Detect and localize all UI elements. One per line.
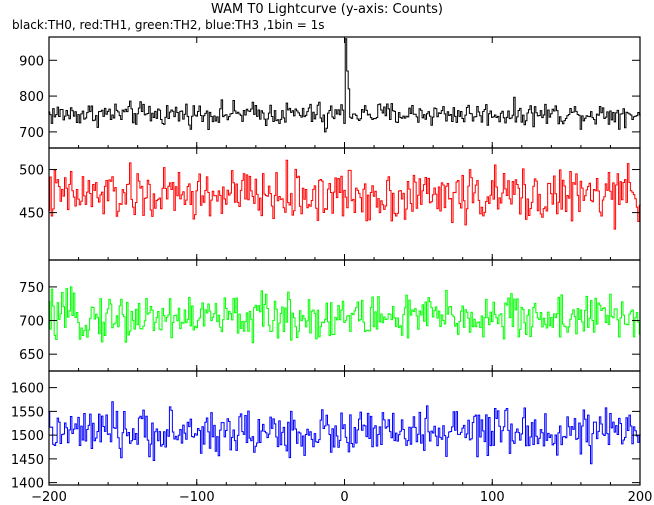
y-tick-label: 1500 xyxy=(11,429,44,444)
y-tick-label: 900 xyxy=(19,54,44,69)
x-tick-label: 0 xyxy=(340,490,348,505)
y-tick-label: 450 xyxy=(19,207,44,222)
series-line-th1 xyxy=(48,159,641,230)
y-tick-label: 1450 xyxy=(11,453,44,468)
panel-frame xyxy=(48,370,641,486)
series-line-th3 xyxy=(48,401,641,465)
y-tick-label: 750 xyxy=(19,281,44,296)
x-tick-label: 200 xyxy=(628,490,653,505)
chart-title: WAM T0 Lightcurve (y-axis: Counts) xyxy=(211,2,443,17)
panel-frame xyxy=(48,147,641,261)
y-tick-label: 800 xyxy=(19,90,44,105)
panel-th1: 450 500 xyxy=(19,147,641,261)
y-tick-label: 1550 xyxy=(11,405,44,420)
panel-th2: 650 700 750 xyxy=(19,259,641,372)
y-tick-label: 1400 xyxy=(11,477,44,492)
panel-frame xyxy=(48,36,641,149)
panels-group: 700 800 900 450 500 650 700 750 1400 1450 1500 1550… xyxy=(11,36,641,492)
panel-th0: 700 800 900 xyxy=(19,36,641,149)
panel-frame xyxy=(48,259,641,372)
series-line-th2 xyxy=(48,286,641,344)
chart-subtitle: black:TH0, red:TH1, green:TH2, blue:TH3 … xyxy=(12,18,325,32)
y-tick-label: 650 xyxy=(19,348,44,363)
series-line-th0 xyxy=(48,38,641,133)
x-tick-label: −100 xyxy=(179,490,215,505)
x-tick-label: 100 xyxy=(480,490,505,505)
y-tick-label: 700 xyxy=(19,315,44,330)
panel-th3: 1400 1450 1500 1550 1600 xyxy=(11,370,641,492)
x-axis: −200 −100 0 100 200 xyxy=(31,490,652,505)
y-tick-label: 500 xyxy=(19,164,44,179)
y-tick-label: 700 xyxy=(19,126,44,141)
x-tick-label: −200 xyxy=(31,490,67,505)
y-tick-label: 1600 xyxy=(11,382,44,397)
